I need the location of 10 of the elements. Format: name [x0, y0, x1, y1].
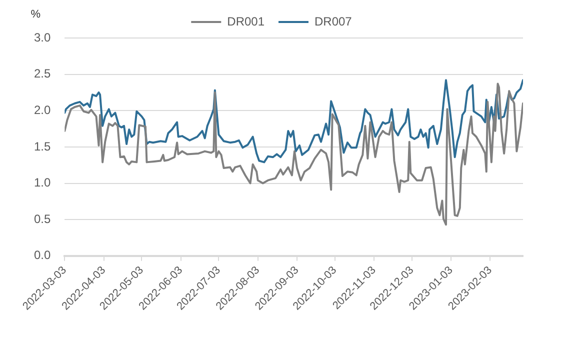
y-tick-label: 1.0	[34, 176, 51, 190]
y-tick-label: 2.5	[34, 66, 51, 81]
legend-label: DR007	[314, 14, 352, 28]
y-axis-title: %	[30, 8, 41, 21]
y-tick-label: 2.0	[34, 102, 51, 117]
legend-label: DR001	[227, 14, 265, 28]
y-tick-label: 1.5	[34, 139, 51, 154]
y-tick-label: 0.5	[34, 212, 51, 226]
y-tick-label: 3.0	[34, 30, 51, 44]
y-tick-label: 0.0	[34, 248, 51, 262]
